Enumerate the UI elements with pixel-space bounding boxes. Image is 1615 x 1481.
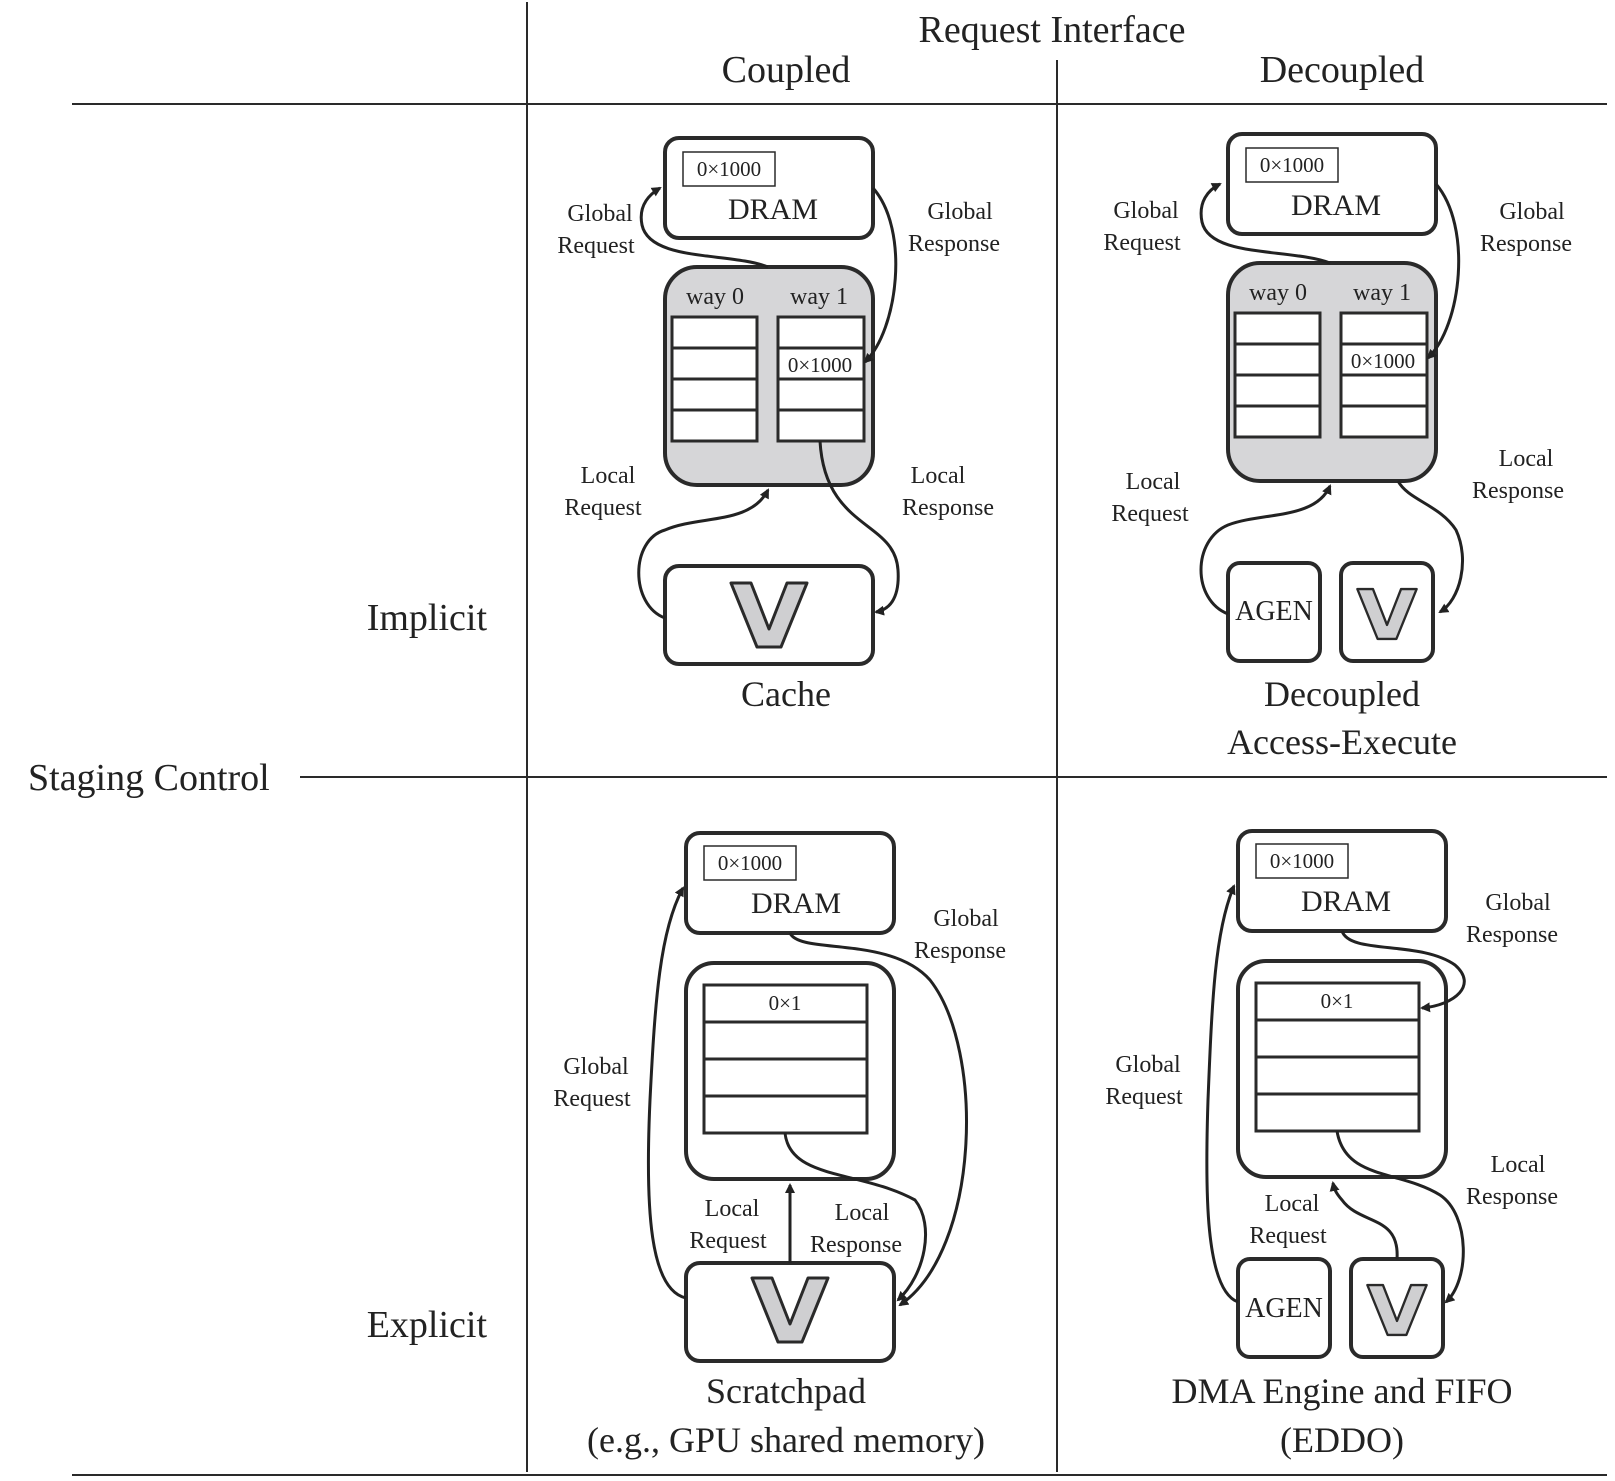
label-global-request-1: Global [567, 201, 633, 227]
header-decoupled: Decoupled [1260, 49, 1425, 91]
agen-box [1236, 1257, 1332, 1359]
arrow-global-response [863, 187, 898, 364]
label-global-response-1: Global [933, 906, 999, 932]
row-label-staging-control: Staging Control [28, 757, 270, 799]
cache-way0-lines [670, 315, 759, 443]
scratchpad-lines [702, 983, 869, 1135]
panel-dma-engine-fifo: 0×1000 DRAM 0×1 AGEN DMA Engine and FIFO… [1105, 829, 1558, 1460]
caption-dma-engine-fifo: DMA Engine and FIFO [1172, 1371, 1513, 1411]
caption-access-execute: Access-Execute [1227, 722, 1457, 762]
label-local-request-2: Request [689, 1228, 767, 1254]
row-label-explicit: Explicit [367, 1304, 488, 1346]
caption-cache: Cache [741, 674, 831, 714]
dram-address-box [682, 151, 776, 187]
agen-label: AGEN [1245, 1293, 1323, 1324]
header-coupled: Coupled [722, 49, 851, 91]
row-label-implicit: Implicit [367, 597, 488, 639]
arrow-global-request [646, 886, 687, 1300]
dram-address-box [1245, 147, 1339, 183]
cache-way1-lines [776, 315, 866, 443]
cache-line-address: 0×1000 [1351, 349, 1415, 373]
label-global-response-1: Global [927, 199, 993, 225]
dram-label: DRAM [1291, 189, 1381, 222]
label-local-response-2: Response [1466, 1184, 1558, 1210]
arrow-local-request [1199, 484, 1332, 616]
dram-address: 0×1000 [718, 851, 782, 875]
cache-way1-lines [1339, 311, 1429, 439]
label-global-request-2: Request [553, 1086, 631, 1112]
arrow-global-request [1199, 182, 1331, 265]
scratchpad-line-address: 0×1 [769, 991, 802, 1015]
label-global-request-1: Global [1115, 1052, 1181, 1078]
dram-label: DRAM [728, 193, 818, 226]
dram-address: 0×1000 [1260, 153, 1324, 177]
label-local-request-1: Local [1265, 1191, 1320, 1217]
dram-address-box [1255, 843, 1349, 879]
label-global-request-1: Global [563, 1054, 629, 1080]
cache-way0-label: way 0 [1249, 280, 1307, 306]
label-global-request-2: Request [1103, 230, 1181, 256]
label-local-request-1: Local [705, 1196, 760, 1222]
arrow-local-response [783, 1132, 928, 1302]
arrow-global-request [639, 186, 769, 269]
panel-cache: 0×1000 DRAM way 0 way 1 0×1000 Cache Glo… [557, 136, 1000, 714]
label-global-response-2: Response [914, 938, 1006, 964]
header-request-interface: Request Interface [919, 9, 1186, 51]
cache-way1-label: way 1 [1353, 280, 1411, 306]
panel-decoupled-access-execute: 0×1000 DRAM way 0 way 1 0×1000 AGEN Deco… [1103, 132, 1572, 762]
arrow-global-response [1426, 183, 1461, 360]
label-local-response-1: Local [911, 463, 966, 489]
dram-label: DRAM [751, 887, 841, 920]
vector-unit-box [1339, 561, 1435, 663]
label-local-response-1: Local [835, 1200, 890, 1226]
caption-gpu-shared-memory: (e.g., GPU shared memory) [587, 1420, 985, 1460]
label-local-response-1: Local [1491, 1152, 1546, 1178]
dram-address: 0×1000 [697, 157, 761, 181]
cache-way0-label: way 0 [686, 284, 744, 310]
label-local-request-1: Local [1126, 469, 1181, 495]
label-local-response-2: Response [902, 495, 994, 521]
arrow-local-response [1335, 1130, 1465, 1304]
agen-label: AGEN [1235, 596, 1313, 627]
label-global-request-2: Request [557, 233, 635, 259]
cache-line-address: 0×1000 [788, 353, 852, 377]
arrow-local-request [1329, 1181, 1399, 1260]
cache-way0-lines [1233, 311, 1322, 439]
caption-decoupled: Decoupled [1264, 674, 1420, 714]
arrow-local-request [637, 488, 770, 620]
dram-address: 0×1000 [1270, 849, 1334, 873]
panel-scratchpad: 0×1000 DRAM 0×1 Scratchpad (e.g., GPU sh… [553, 831, 1006, 1460]
label-global-response-1: Global [1499, 199, 1565, 225]
label-global-response-2: Response [1480, 231, 1572, 257]
fifo-lines [1254, 981, 1421, 1133]
vector-unit-box [663, 564, 875, 666]
label-global-response-2: Response [908, 231, 1000, 257]
arrow-global-request [1205, 884, 1239, 1304]
label-local-request-2: Request [564, 495, 642, 521]
label-global-response-1: Global [1485, 890, 1551, 916]
label-local-response-2: Response [810, 1232, 902, 1258]
caption-scratchpad: Scratchpad [706, 1371, 866, 1411]
fifo-line-address: 0×1 [1321, 989, 1354, 1013]
vector-unit-box [1349, 1257, 1445, 1359]
dram-address-box [703, 845, 797, 881]
arrow-local-response [1396, 480, 1464, 614]
label-local-request-2: Request [1249, 1223, 1327, 1249]
cache-way1-label: way 1 [790, 284, 848, 310]
label-local-response-1: Local [1499, 446, 1554, 472]
agen-box [1226, 561, 1322, 663]
arrow-global-response [1340, 930, 1466, 1013]
dram-label: DRAM [1301, 885, 1391, 918]
label-local-response-2: Response [1472, 478, 1564, 504]
label-local-request-2: Request [1111, 501, 1189, 527]
caption-eddo: (EDDO) [1280, 1420, 1404, 1460]
label-global-response-2: Response [1466, 922, 1558, 948]
label-global-request-1: Global [1113, 198, 1179, 224]
vector-unit-box [684, 1261, 896, 1363]
label-global-request-2: Request [1105, 1084, 1183, 1110]
arrow-global-response [788, 932, 968, 1307]
arrow-local-response [818, 440, 900, 616]
label-local-request-1: Local [581, 463, 636, 489]
